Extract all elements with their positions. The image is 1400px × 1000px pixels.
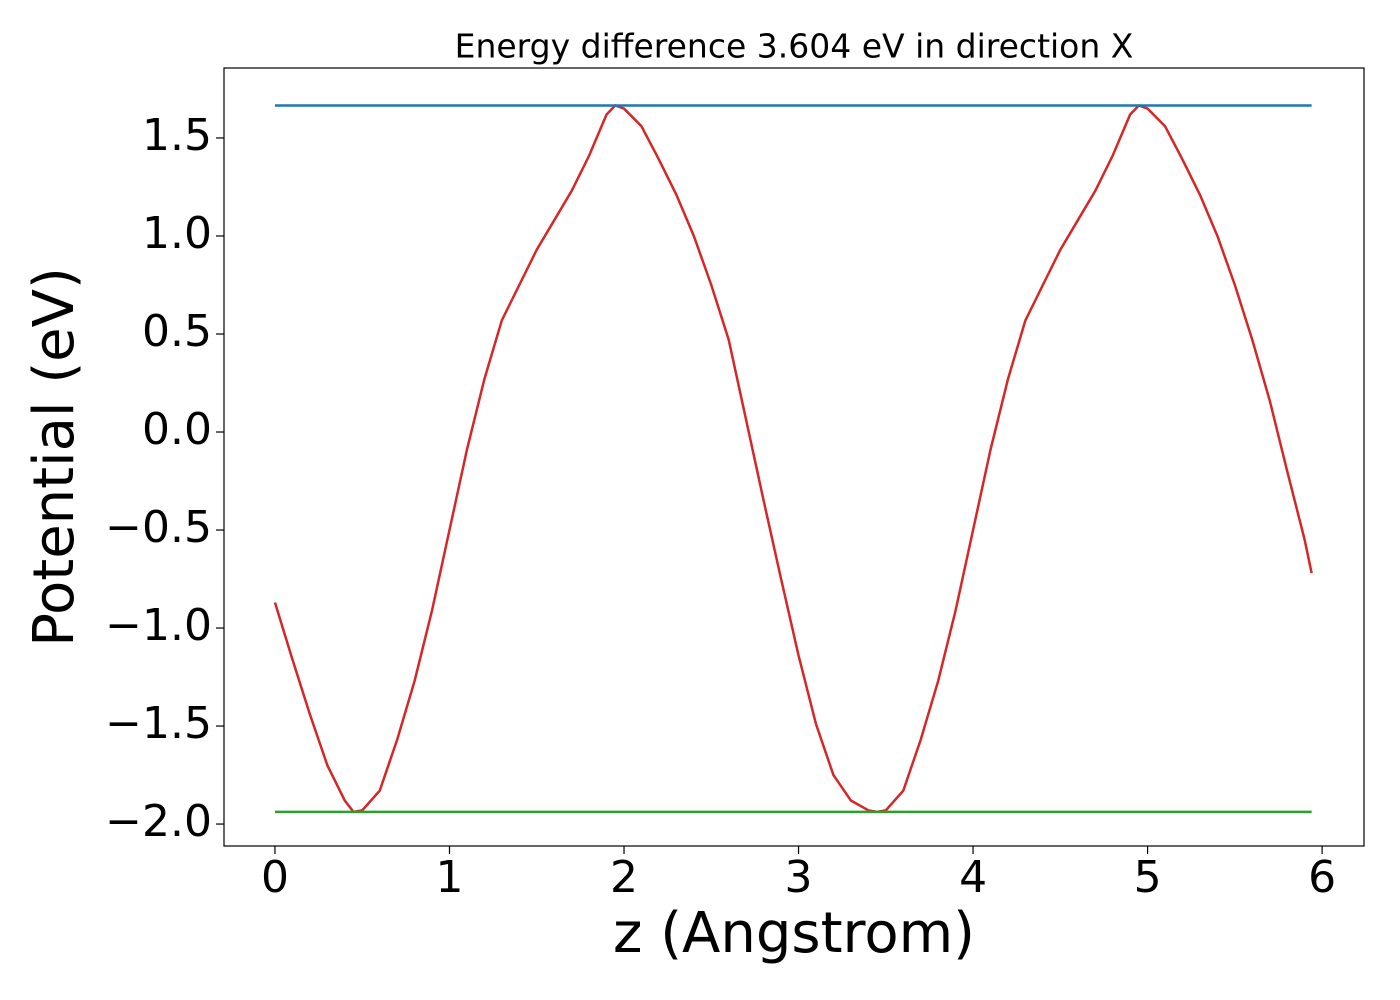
y-tick-label: −1.5 bbox=[105, 698, 212, 749]
x-tick-label: 6 bbox=[1308, 852, 1336, 903]
y-tick-label: −1.0 bbox=[105, 600, 212, 651]
y-tick-label: 0.5 bbox=[142, 306, 212, 357]
y-tick-label: 0.0 bbox=[142, 404, 212, 455]
y-tick-label: −2.0 bbox=[105, 796, 212, 847]
y-axis-label: Potential (eV) bbox=[22, 267, 87, 647]
y-tick-label: −0.5 bbox=[105, 502, 212, 553]
chart-title: Energy difference 3.604 eV in direction … bbox=[455, 27, 1134, 66]
x-tick-label: 4 bbox=[959, 852, 987, 903]
x-tick-label: 0 bbox=[261, 852, 289, 903]
x-tick-label: 1 bbox=[435, 852, 463, 903]
plot-frame bbox=[223, 67, 1365, 847]
y-tick-label: 1.0 bbox=[142, 208, 212, 259]
x-tick-label: 3 bbox=[785, 852, 813, 903]
x-tick-label: 2 bbox=[610, 852, 638, 903]
data-line bbox=[273, 103, 1313, 814]
x-axis-label: z (Angstrom) bbox=[613, 901, 975, 966]
y-tick-label: 1.5 bbox=[142, 110, 212, 161]
x-tick-label: 5 bbox=[1134, 852, 1162, 903]
